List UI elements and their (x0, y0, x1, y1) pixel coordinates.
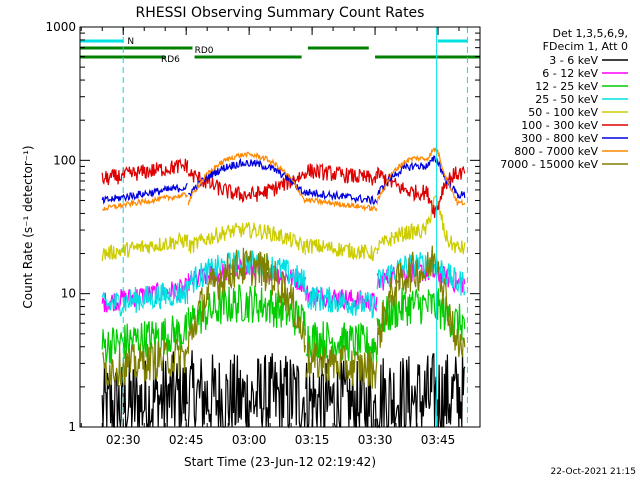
series-line-800-7000-kev-segment-3 (305, 197, 378, 212)
annotation-rd6: RD6 (161, 55, 180, 65)
series-line-25-50-kev-segment-4 (376, 252, 466, 296)
series-line-800-7000-kev-segment-4 (376, 147, 466, 207)
series-line-800-7000-kev-segment-2 (187, 151, 306, 206)
series-line-50-100-kev-segment-2 (188, 222, 306, 255)
x-axis: 02:30 02:45 03:00 03:15 03:30 03:45 (80, 27, 481, 447)
legend-label-300-800-kev: 300 - 800 keV (521, 132, 598, 145)
annotation-rd0: RD0 (195, 46, 214, 56)
series-line-100-300-kev-segment-4 (376, 165, 466, 218)
series-line-3-6-kev-segment-4 (376, 353, 466, 429)
series-line-7000-15000-kev-segment-2 (187, 247, 306, 354)
series-line-3-6-kev-segment-2 (187, 350, 306, 429)
series-line-300-800-kev-segment-1 (101, 183, 188, 205)
x-tick-label: 03:00 (232, 433, 267, 447)
plot-frame (79, 26, 481, 428)
legend-label-7000-15000-kev: 7000 - 15000 keV (500, 158, 598, 171)
series-line-7000-15000-kev-segment-3 (305, 341, 378, 389)
series-line-100-300-kev-segment-1 (101, 157, 189, 186)
x-axis-label: Start Time (23-Jun-12 02:19:42) (184, 455, 376, 469)
annotation-n: N (127, 37, 134, 47)
series-line-800-7000-kev-segment-1 (101, 191, 189, 212)
y-tick-label: 10 (61, 287, 76, 301)
legend-label-50-100-kev: 50 - 100 keV (528, 106, 598, 119)
series-line-300-800-kev-segment-2 (187, 157, 306, 197)
legend-label-6-12-kev: 6 - 12 keV (542, 67, 598, 80)
series-line-3-6-kev-segment-3 (305, 356, 377, 428)
y-tick-label: 1 (68, 420, 76, 434)
series-line-7000-15000-kev-segment-4 (376, 245, 466, 358)
legend-header-line-1: Det 1,3,5,6,9, (552, 27, 628, 40)
series-line-300-800-kev-segment-4 (376, 155, 466, 199)
series-line-25-50-kev-segment-1 (101, 281, 189, 317)
y-tick-label: 1000 (45, 20, 76, 34)
x-tick-label: 03:30 (358, 433, 393, 447)
legend-label-3-6-kev: 3 - 6 keV (549, 54, 598, 67)
x-tick-label: 03:45 (421, 433, 456, 447)
series-line-50-100-kev-segment-1 (101, 231, 189, 262)
series-line-100-300-kev-segment-3 (305, 163, 378, 186)
footer-date: 22-Oct-2021 21:15 (551, 467, 636, 477)
x-tick-label: 02:45 (169, 433, 204, 447)
legend-label-12-25-kev: 12 - 25 keV (535, 80, 598, 93)
x-tick-label: 02:30 (106, 433, 141, 447)
series-line-25-50-kev-segment-3 (305, 286, 378, 319)
chart-title: RHESSI Observing Summary Count Rates (136, 5, 425, 21)
series-line-7000-15000-kev-segment-1 (101, 338, 189, 387)
series-line-50-100-kev-segment-3 (305, 238, 378, 262)
series-line-12-25-kev-segment-1 (101, 311, 189, 365)
series-line-50-100-kev-segment-4 (376, 194, 466, 255)
y-axis-label: Count Rate (s⁻¹ detector⁻¹) (21, 145, 35, 308)
legend: Det 1,3,5,6,9, FDecim 1, Att 0 3 - 6 keV… (500, 27, 628, 171)
x-tick-label: 03:15 (295, 433, 330, 447)
series-line-12-25-kev-segment-4 (376, 287, 466, 341)
y-axis: 1 10 100 1000 (45, 20, 480, 434)
legend-label-25-50-kev: 25 - 50 keV (535, 93, 598, 106)
y-tick-label: 100 (53, 153, 76, 167)
legend-label-100-300-kev: 100 - 300 keV (521, 119, 598, 132)
plot-area: N RD0 RD6 (80, 27, 480, 429)
series-line-300-800-kev-segment-3 (305, 188, 378, 206)
legend-header-line-2: FDecim 1, Att 0 (543, 40, 628, 53)
legend-label-800-7000-kev: 800 - 7000 keV (514, 145, 598, 158)
